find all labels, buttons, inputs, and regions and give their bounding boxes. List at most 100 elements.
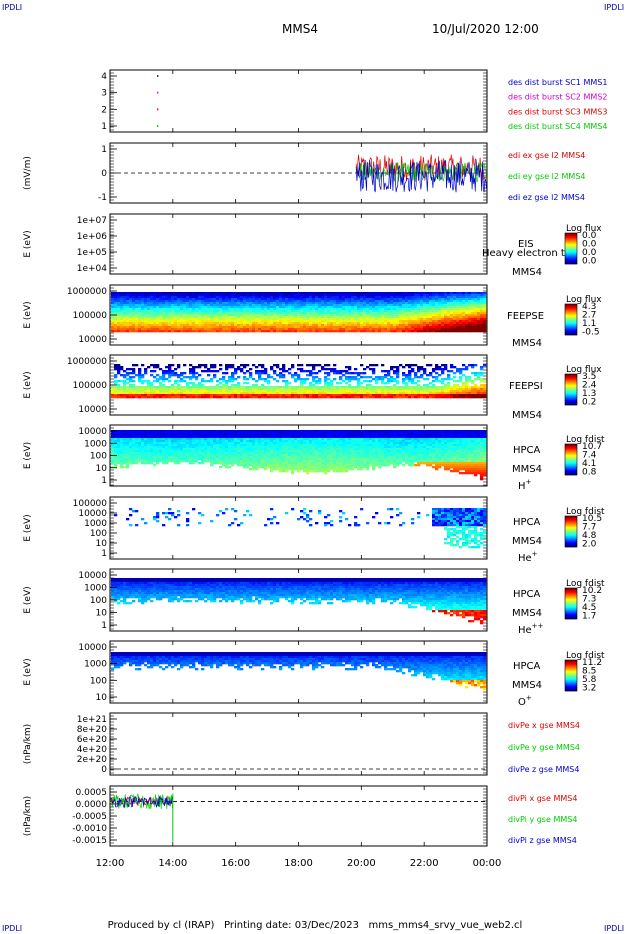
feepse-cell — [189, 294, 193, 297]
feepse-cell — [462, 304, 466, 307]
feepse-cell — [471, 318, 475, 321]
hpca-h-cell — [219, 442, 223, 445]
feepse-cell — [345, 312, 349, 315]
colorbar-swatch — [565, 328, 577, 330]
feepse-cell — [159, 306, 163, 309]
feepse-cell — [117, 306, 121, 309]
feepsi-cell — [456, 392, 460, 395]
hpca-h-cell — [123, 438, 127, 441]
feepse-cell — [126, 292, 130, 295]
feepsi-cell — [435, 364, 439, 367]
feepsi-cell — [204, 388, 208, 391]
feepse-cell — [285, 300, 289, 303]
feepse-cell — [231, 308, 235, 311]
feepse-cell — [441, 306, 445, 309]
feepsi-cell — [360, 390, 364, 393]
feepsi-cell — [120, 394, 124, 397]
feepsi-cell — [138, 374, 142, 377]
hpca-h-cell — [168, 460, 172, 463]
feepse-cell — [336, 300, 340, 303]
feepsi-cell — [207, 396, 211, 399]
feepse-cell — [426, 312, 430, 315]
feepse-cell — [252, 294, 256, 297]
feepsi-cell — [129, 390, 133, 393]
feepsi-cell — [375, 364, 379, 367]
feepsi-cell — [405, 378, 409, 381]
hpca-h-cell — [180, 442, 184, 445]
feepse-cell — [327, 306, 331, 309]
feepse-cell — [282, 312, 286, 315]
feepse-cell — [273, 318, 277, 321]
feepse-cell — [363, 308, 367, 311]
feepsi-cell — [312, 388, 316, 391]
feepse-cell — [249, 296, 253, 299]
feepsi-cell — [123, 388, 127, 391]
feepse-cell — [441, 302, 445, 305]
hpca-h-cell — [183, 436, 187, 439]
feepsi-cell — [471, 386, 475, 389]
feepse-cell — [402, 320, 406, 323]
feepse-cell — [204, 324, 208, 327]
feepse-cell — [468, 300, 472, 303]
feepsi-cell — [315, 394, 319, 397]
feepsi-cell — [432, 384, 436, 387]
feepse-cell — [168, 304, 172, 307]
feepse-cell — [459, 330, 463, 333]
hpca-h-cell — [165, 456, 169, 459]
feepse-cell — [456, 302, 460, 305]
feepsi-cell — [279, 390, 283, 393]
feepsi-cell — [126, 392, 130, 395]
feepsi-cell — [147, 388, 151, 391]
feepse-cell — [366, 292, 370, 295]
feepsi-cell — [258, 370, 262, 373]
feepse-cell — [318, 320, 322, 323]
feepsi-cell — [339, 390, 343, 393]
hpca-h-cell — [207, 442, 211, 445]
feepse-cell — [441, 312, 445, 315]
feepsi-cell — [261, 370, 265, 373]
hpca-h-cell — [153, 454, 157, 457]
feepsi-cell — [336, 386, 340, 389]
feepse-cell — [195, 306, 199, 309]
feepse-cell — [279, 308, 283, 311]
feepse-cell — [135, 300, 139, 303]
feepse-cell — [204, 318, 208, 321]
feepsi-cell — [351, 396, 355, 399]
feepse-cell — [480, 294, 484, 297]
feepse-cell — [465, 292, 469, 295]
feepse-cell — [276, 326, 280, 329]
feepse-cell — [132, 314, 136, 317]
feepsi-cell — [408, 378, 412, 381]
hpca-h-cell — [216, 462, 220, 465]
feepsi-cell — [405, 384, 409, 387]
feepsi-cell — [273, 386, 277, 389]
feepse-cell — [450, 306, 454, 309]
feepse-cell — [348, 300, 352, 303]
hpca-h-cell — [210, 432, 214, 435]
hpca-h-cell — [165, 446, 169, 449]
feepse-cell — [207, 308, 211, 311]
colorbar-swatch — [565, 250, 577, 252]
feepsi-cell — [234, 370, 238, 373]
feepsi-cell — [465, 394, 469, 397]
feepse-cell — [168, 296, 172, 299]
hpca-h-cell — [132, 458, 136, 461]
feepsi-cell — [396, 372, 400, 375]
feepse-cell — [147, 304, 151, 307]
feepsi-cell — [450, 388, 454, 391]
feepse-cell — [180, 298, 184, 301]
feepse-cell — [423, 294, 427, 297]
feepsi-cell — [135, 394, 139, 397]
feepsi-cell — [264, 394, 268, 397]
feepse-cell — [201, 316, 205, 319]
feepse-cell — [414, 304, 418, 307]
feepse-cell — [147, 324, 151, 327]
feepse-cell — [330, 316, 334, 319]
feepsi-cell — [462, 392, 466, 395]
feepse-cell — [408, 302, 412, 305]
feepse-cell — [429, 306, 433, 309]
feepse-cell — [381, 306, 385, 309]
feepse-cell — [297, 324, 301, 327]
feepse-cell — [396, 296, 400, 299]
feepse-cell — [138, 292, 142, 295]
